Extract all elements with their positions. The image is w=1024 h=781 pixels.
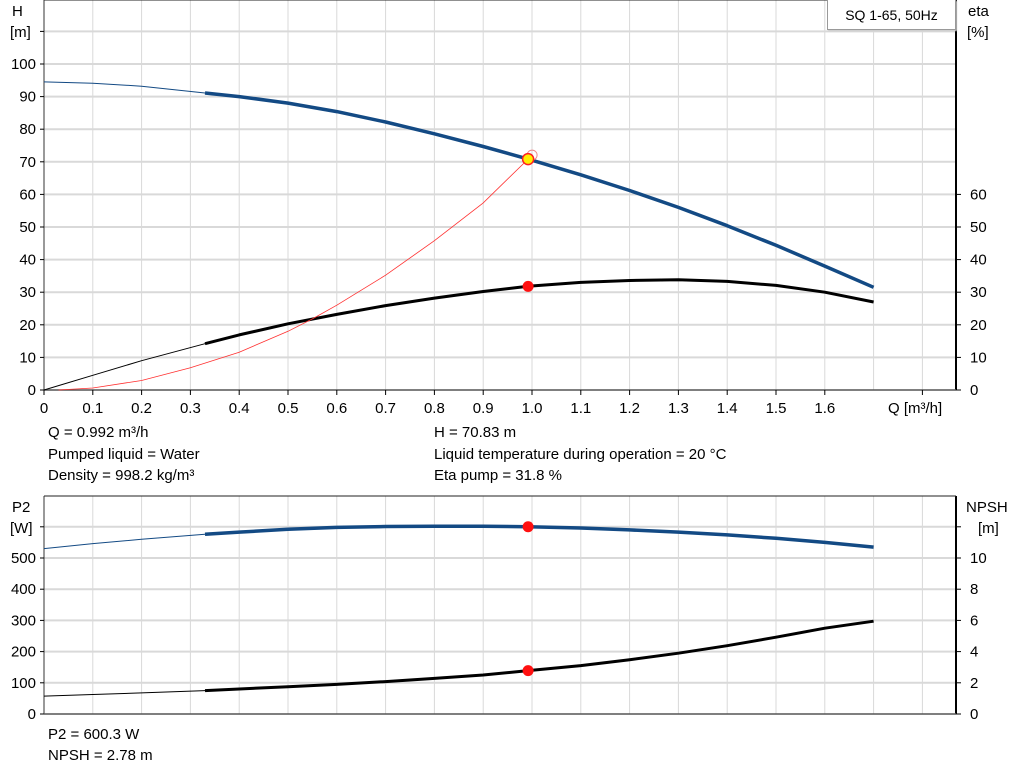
top-right-tick-label: 60 [970,186,987,203]
top-x-tick-label: 0.9 [473,400,494,417]
bottom-right-tick-label: 10 [970,550,987,567]
top-eta-curve [204,278,874,346]
bottom-right-title: NPSH [966,499,1008,516]
top-x-tick-label: 1.5 [766,400,787,417]
top-x-title: Q [m³/h] [888,400,942,417]
top-x-tick-label: 1.2 [619,400,640,417]
top-x-tick-label: 0.5 [278,400,299,417]
top-x-tick-label: 1.3 [668,400,689,417]
top-left-tick-label: 100 [11,56,36,73]
top-x-tick-label: 0.7 [375,400,396,417]
readout-density: Density = 998.2 kg/m³ [48,467,195,484]
readout-eta: Eta pump = 31.8 % [434,467,562,484]
bottom-left-tick-label: 200 [11,644,36,661]
top-right-unit: [%] [967,24,989,41]
bottom-right-tick-label: 6 [970,612,978,629]
top-x-tick-label: 0.8 [424,400,445,417]
top-right-tick-label: 40 [970,252,987,269]
bottom-duty-point-npsh [522,665,534,677]
top-duty-point-h [521,152,535,166]
top-left-tick-label: 50 [19,219,36,236]
top-left-tick-label: 30 [19,284,36,301]
bottom-duty-point-p2 [522,521,534,533]
top-duty-point-eta [522,280,534,292]
top-x-tick-label: 1.4 [717,400,738,417]
bottom-p2-curve [204,524,874,549]
bottom-left-tick-label: 300 [11,612,36,629]
bottom-p2-curve-extrapolated [43,533,206,550]
bottom-right-tick-label: 2 [970,675,978,692]
top-right-title: eta [968,3,990,20]
bottom-left-title: P2 [12,499,30,516]
top-left-tick-label: 70 [19,154,36,171]
bottom-npsh-curve [204,619,874,693]
readout-liquid: Pumped liquid = Water [48,446,200,463]
top-left-tick-label: 0 [28,382,36,399]
top-left-title: H [12,3,23,20]
bottom-left-unit: [W] [10,520,33,537]
top-left-tick-label: 80 [19,121,36,138]
top-right-tick-label: 30 [970,284,987,301]
bottom-left-tick-label: 100 [11,675,36,692]
top-x-tick-label: 0.1 [82,400,103,417]
top-left-tick-label: 10 [19,349,36,366]
top-right-tick-label: 0 [970,382,978,399]
bottom-right-unit: [m] [978,520,999,537]
top-left-tick-label: 90 [19,89,36,106]
bottom-npsh-curve-extrapolated [43,690,206,697]
bottom-left-tick-label: 400 [11,581,36,598]
top-x-tick-label: 1.6 [814,400,835,417]
bottom-left-tick-label: 500 [11,550,36,567]
top-x-tick-label: 0.3 [180,400,201,417]
top-left-unit: [m] [10,24,31,41]
top-left-tick-label: 40 [19,252,36,269]
bottom-left-tick-label: 0 [28,706,36,723]
top-x-tick-label: 0.4 [229,400,250,417]
top-right-tick-label: 50 [970,219,987,236]
legend-pump-model: SQ 1-65, 50Hz [827,0,956,30]
top-eta-curve-extrapolated [43,343,206,391]
readout-h: H = 70.83 m [434,424,517,441]
top-left-tick-label: 60 [19,186,36,203]
top-right-tick-label: 10 [970,349,987,366]
top-h-curve-extrapolated [43,81,206,94]
top-left-tick-label: 20 [19,317,36,334]
top-x-tick-label: 0.2 [131,400,152,417]
bottom-right-tick-label: 0 [970,706,978,723]
top-x-tick-label: 0 [40,400,48,417]
top-x-tick-label: 1.0 [522,400,543,417]
readout-temp: Liquid temperature during operation = 20… [434,446,727,463]
readout-p2: P2 = 600.3 W [48,726,140,743]
readout-npsh: NPSH = 2.78 m [48,747,153,764]
top-x-tick-label: 0.6 [326,400,347,417]
readout-q: Q = 0.992 m³/h [48,424,149,441]
top-x-tick-label: 1.1 [570,400,591,417]
top-system-curve [58,158,529,391]
bottom-right-tick-label: 8 [970,581,978,598]
bottom-right-tick-label: 4 [970,644,978,661]
top-right-tick-label: 20 [970,317,987,334]
top-h-curve [204,91,875,289]
